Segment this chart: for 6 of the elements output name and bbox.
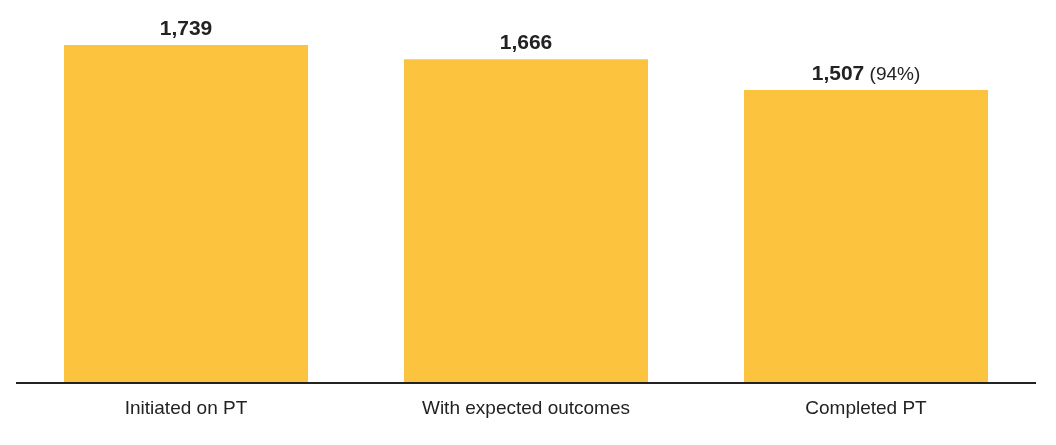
data-label: 1,666 <box>499 30 553 54</box>
x-tick-label: With expected outcomes <box>421 397 631 419</box>
data-label: 1,739 <box>159 16 213 39</box>
data-label: 1,507 (94%) <box>811 61 921 85</box>
x-tick-label: Completed PT <box>805 397 928 419</box>
x-tick-label: Initiated on PT <box>124 397 248 419</box>
